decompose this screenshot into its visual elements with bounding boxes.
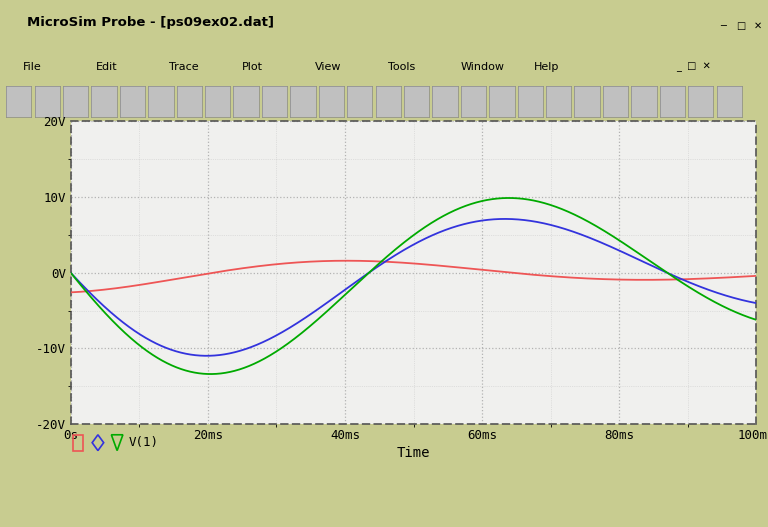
Text: Plot: Plot [242,62,263,72]
Text: File: File [23,62,41,72]
Text: Help: Help [534,62,559,72]
Text: ─: ─ [720,21,726,31]
Text: Window: Window [461,62,505,72]
Text: □: □ [736,21,745,31]
Text: Trace: Trace [169,62,199,72]
Text: MicroSim Probe - [ps09ex02.dat]: MicroSim Probe - [ps09ex02.dat] [27,16,274,29]
Text: ✕: ✕ [754,21,762,31]
Text: Edit: Edit [96,62,118,72]
Text: _  □  ✕: _ □ ✕ [676,62,710,72]
Text: Tools: Tools [388,62,415,72]
Text: View: View [315,62,342,72]
X-axis label: Time: Time [397,446,430,460]
Text: V(1): V(1) [128,436,159,449]
